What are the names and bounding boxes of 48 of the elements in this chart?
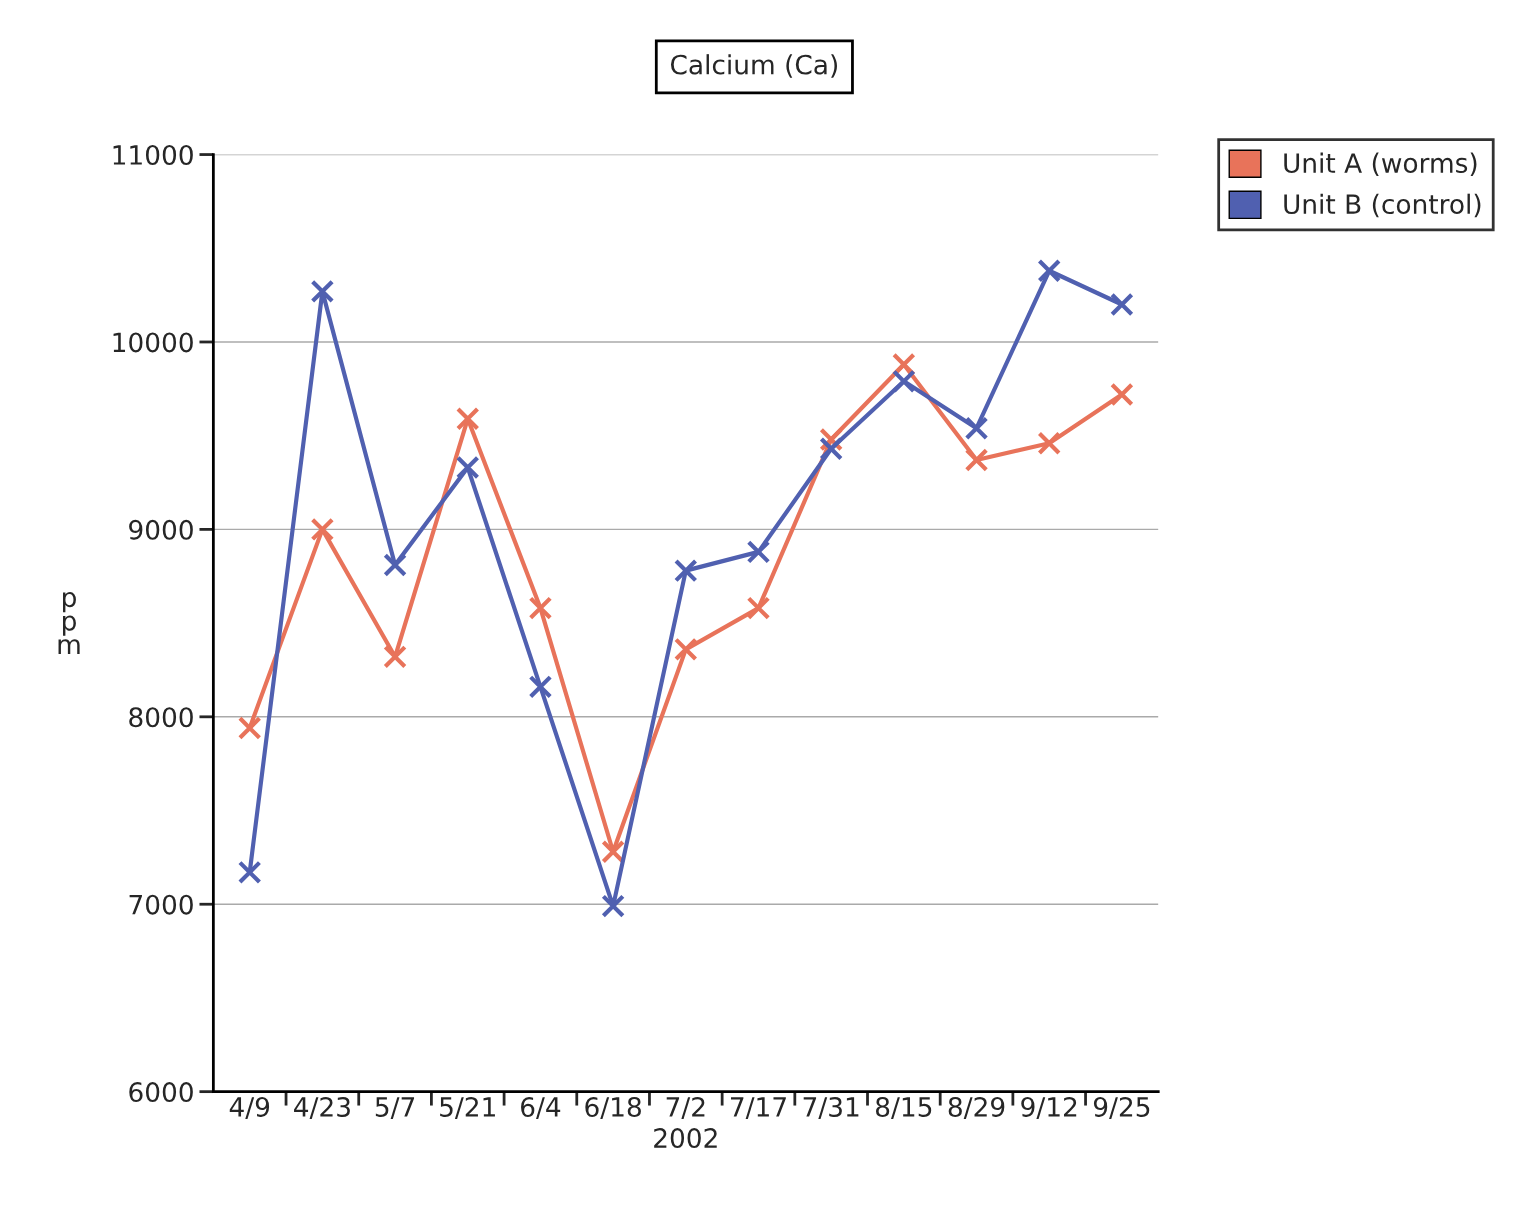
y-tick-label: 7000 [129, 894, 193, 915]
point [455, 407, 480, 431]
y-axis-title: ppm [58, 592, 80, 654]
x-tick-label: 8/29 [948, 1096, 1005, 1120]
point [528, 596, 553, 620]
point [383, 553, 407, 577]
point [601, 839, 625, 864]
x-axis-title: 2002 [654, 1128, 717, 1149]
x-tick-label: 4/9 [229, 1096, 270, 1120]
x-tick-label: 7/2 [666, 1096, 705, 1120]
x-tick-label: 7/17 [731, 1097, 786, 1120]
point [746, 596, 771, 620]
point [892, 369, 916, 394]
x-tick-label: 7/31 [803, 1096, 859, 1120]
point [673, 637, 698, 662]
y-tick-label: 9000 [129, 519, 193, 540]
x-tick-label: 4/23 [294, 1096, 350, 1120]
y-tick-label: 8000 [129, 707, 193, 728]
point [310, 517, 335, 542]
y-tick-label: 10000 [113, 332, 193, 353]
point [1110, 382, 1134, 407]
x-tick-label: 6/18 [585, 1096, 641, 1120]
point [383, 645, 407, 669]
legend-label: Unit A (worms) [1284, 152, 1477, 177]
y-tick-label: 6000 [129, 1082, 193, 1103]
point [310, 279, 335, 304]
point [1037, 431, 1062, 455]
point [673, 558, 698, 583]
point [964, 416, 989, 440]
point [746, 540, 771, 564]
y-tick-label: 11000 [113, 145, 193, 165]
point [1110, 292, 1134, 317]
point [455, 455, 480, 480]
point [237, 860, 262, 885]
x-tick-label: 5/21 [440, 1096, 495, 1120]
point [528, 675, 553, 699]
chart-title: Calcium (Ca) [670, 54, 837, 78]
x-tick-label: 5/7 [375, 1097, 415, 1120]
x-tick-label: 6/4 [521, 1096, 561, 1120]
point [601, 894, 625, 918]
point [964, 448, 989, 472]
x-tick-label: 9/25 [1093, 1096, 1150, 1120]
legend-label: Unit B (control) [1284, 193, 1481, 218]
point [237, 716, 262, 740]
point [1037, 258, 1062, 283]
point [819, 436, 843, 461]
x-tick-label: 9/12 [1021, 1096, 1077, 1120]
x-tick-label: 8/15 [876, 1096, 932, 1120]
